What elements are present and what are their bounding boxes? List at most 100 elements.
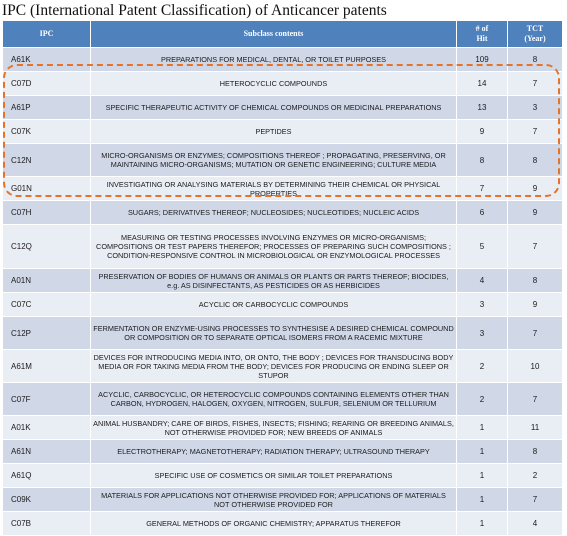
tct-years: 7 — [507, 224, 563, 269]
tct-years: 7 — [507, 382, 563, 416]
subclass-content: ACYCLIC OR CARBOCYCLIC COMPOUNDS — [90, 292, 457, 317]
table-row: C07B GENERAL METHODS OF ORGANIC CHEMISTRY… — [2, 511, 563, 536]
table-row: C12N MICRO-ORGANISMS OR ENZYMES; COMPOSIT… — [2, 143, 563, 177]
table-row: A61P SPECIFIC THERAPEUTIC ACTIVITY OF CHE… — [2, 95, 563, 120]
hit-count: 1 — [456, 439, 508, 464]
tct-years: 9 — [507, 176, 563, 201]
header-tct-line1: TCT — [526, 24, 544, 33]
page-title: IPC (International Patent Classification… — [2, 2, 387, 19]
hit-count: 1 — [456, 511, 508, 536]
tct-years: 8 — [507, 439, 563, 464]
ipc-code: C07F — [2, 382, 91, 416]
tct-years: 7 — [507, 71, 563, 96]
tct-years: 4 — [507, 511, 563, 536]
subclass-content: GENERAL METHODS OF ORGANIC CHEMISTRY; AP… — [90, 511, 457, 536]
table-body: A61K PREPARATIONS FOR MEDICAL, DENTAL, OR… — [2, 47, 563, 536]
ipc-code: C09K — [2, 487, 91, 512]
header-ipc: IPC — [2, 20, 91, 48]
subclass-content: MEASURING OR TESTING PROCESSES INVOLVING… — [90, 224, 457, 269]
ipc-code: A01N — [2, 268, 91, 293]
ipc-code: A61K — [2, 47, 91, 72]
ipc-table-container: IPC Subclass contents # of Hit TCT (Year) … — [2, 20, 563, 536]
hit-count: 1 — [456, 487, 508, 512]
header-hits-line2: Hit — [476, 34, 488, 43]
table-row: C12Q MEASURING OR TESTING PROCESSES INVOL… — [2, 224, 563, 269]
subclass-content: DEVICES FOR INTRODUCING MEDIA INTO, OR O… — [90, 349, 457, 383]
subclass-content: FERMENTATION OR ENZYME-USING PROCESSES T… — [90, 316, 457, 350]
table-row: A61Q SPECIFIC USE OF COSMETICS OR SIMILAR… — [2, 463, 563, 488]
tct-years: 7 — [507, 119, 563, 144]
hit-count: 7 — [456, 176, 508, 201]
table-row: C07F ACYCLIC, CARBOCYCLIC, OR HETEROCYCLI… — [2, 382, 563, 416]
table-row: A61M DEVICES FOR INTRODUCING MEDIA INTO, … — [2, 349, 563, 383]
subclass-content: MICRO-ORGANISMS OR ENZYMES; COMPOSITIONS… — [90, 143, 457, 177]
ipc-code: G01N — [2, 176, 91, 201]
hit-count: 3 — [456, 316, 508, 350]
ipc-table: IPC Subclass contents # of Hit TCT (Year) … — [2, 20, 563, 536]
subclass-content: SPECIFIC THERAPEUTIC ACTIVITY OF CHEMICA… — [90, 95, 457, 120]
subclass-content: PEPTIDES — [90, 119, 457, 144]
subclass-content: ANIMAL HUSBANDRY; CARE OF BIRDS, FISHES,… — [90, 415, 457, 440]
header-tct-line2: (Year) — [524, 34, 546, 43]
table-row: A01N PRESERVATION OF BODIES OF HUMANS OR … — [2, 268, 563, 293]
subclass-content: PRESERVATION OF BODIES OF HUMANS OR ANIM… — [90, 268, 457, 293]
hit-count: 8 — [456, 143, 508, 177]
ipc-code: C12Q — [2, 224, 91, 269]
ipc-code: C12N — [2, 143, 91, 177]
hit-count: 14 — [456, 71, 508, 96]
table-row: C07D HETEROCYCLIC COMPOUNDS 14 7 — [2, 71, 563, 96]
ipc-code: C12P — [2, 316, 91, 350]
ipc-code: C07K — [2, 119, 91, 144]
tct-years: 9 — [507, 292, 563, 317]
hit-count: 3 — [456, 292, 508, 317]
hit-count: 109 — [456, 47, 508, 72]
table-row: C07H SUGARS; DERIVATIVES THEREOF; NUCLEOS… — [2, 200, 563, 225]
header-hits-line1: # of — [475, 24, 489, 33]
tct-years: 3 — [507, 95, 563, 120]
table-row: C12P FERMENTATION OR ENZYME-USING PROCESS… — [2, 316, 563, 350]
hit-count: 13 — [456, 95, 508, 120]
subclass-content: SPECIFIC USE OF COSMETICS OR SIMILAR TOI… — [90, 463, 457, 488]
subclass-content: HETEROCYCLIC COMPOUNDS — [90, 71, 457, 96]
tct-years: 10 — [507, 349, 563, 383]
ipc-code: C07D — [2, 71, 91, 96]
table-row: A61N ELECTROTHERAPY; MAGNETOTHERAPY; RADI… — [2, 439, 563, 464]
hit-count: 5 — [456, 224, 508, 269]
table-header-row: IPC Subclass contents # of Hit TCT (Year) — [2, 20, 563, 48]
hit-count: 2 — [456, 349, 508, 383]
hit-count: 9 — [456, 119, 508, 144]
ipc-code: A61M — [2, 349, 91, 383]
tct-years: 8 — [507, 143, 563, 177]
header-tct: TCT (Year) — [507, 20, 563, 48]
tct-years: 2 — [507, 463, 563, 488]
subclass-content: SUGARS; DERIVATIVES THEREOF; NUCLEOSIDES… — [90, 200, 457, 225]
ipc-code: C07B — [2, 511, 91, 536]
ipc-code: A61Q — [2, 463, 91, 488]
ipc-code: A61P — [2, 95, 91, 120]
tct-years: 8 — [507, 47, 563, 72]
header-subclass: Subclass contents — [90, 20, 457, 48]
hit-count: 2 — [456, 382, 508, 416]
tct-years: 9 — [507, 200, 563, 225]
hit-count: 1 — [456, 415, 508, 440]
table-row: C07K PEPTIDES 9 7 — [2, 119, 563, 144]
hit-count: 4 — [456, 268, 508, 293]
tct-years: 7 — [507, 487, 563, 512]
ipc-code: A61N — [2, 439, 91, 464]
subclass-content: INVESTIGATING OR ANALYSING MATERIALS BY … — [90, 176, 457, 201]
header-hits: # of Hit — [456, 20, 508, 48]
tct-years: 7 — [507, 316, 563, 350]
subclass-content: MATERIALS FOR APPLICATIONS NOT OTHERWISE… — [90, 487, 457, 512]
hit-count: 1 — [456, 463, 508, 488]
table-row: G01N INVESTIGATING OR ANALYSING MATERIALS… — [2, 176, 563, 201]
table-row: C09K MATERIALS FOR APPLICATIONS NOT OTHER… — [2, 487, 563, 512]
ipc-code: C07C — [2, 292, 91, 317]
subclass-content: PREPARATIONS FOR MEDICAL, DENTAL, OR TOI… — [90, 47, 457, 72]
subclass-content: ACYCLIC, CARBOCYCLIC, OR HETEROCYCLIC CO… — [90, 382, 457, 416]
table-row: A01K ANIMAL HUSBANDRY; CARE OF BIRDS, FIS… — [2, 415, 563, 440]
table-row: C07C ACYCLIC OR CARBOCYCLIC COMPOUNDS 3 9 — [2, 292, 563, 317]
ipc-code: C07H — [2, 200, 91, 225]
table-row: A61K PREPARATIONS FOR MEDICAL, DENTAL, OR… — [2, 47, 563, 72]
hit-count: 6 — [456, 200, 508, 225]
tct-years: 8 — [507, 268, 563, 293]
